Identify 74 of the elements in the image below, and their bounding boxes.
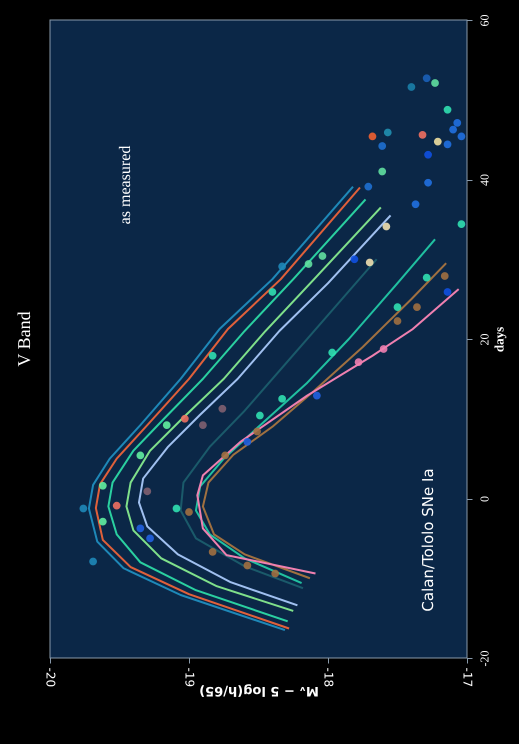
point (444, 288, 452, 296)
point (244, 438, 252, 446)
point (218, 404, 226, 413)
point (162, 421, 171, 429)
point (424, 178, 432, 187)
point (394, 317, 402, 325)
point (440, 272, 449, 280)
point (271, 570, 280, 578)
point (199, 421, 207, 429)
point (253, 428, 261, 436)
x-tick-label: -20 (44, 668, 58, 688)
point (422, 274, 431, 282)
point (422, 74, 431, 82)
point (350, 255, 358, 264)
point (434, 138, 442, 146)
point (268, 288, 276, 296)
point (136, 452, 144, 460)
point (244, 562, 252, 570)
point (453, 119, 462, 127)
point (368, 132, 376, 140)
point (431, 79, 439, 87)
point (458, 220, 466, 228)
x-tick-label: -17 (460, 668, 474, 688)
point (146, 534, 154, 542)
point (412, 200, 420, 208)
y-tick-label: 0 (478, 496, 492, 502)
point (408, 83, 416, 91)
y-axis-title: days (492, 326, 506, 352)
point (143, 487, 152, 496)
point (208, 352, 217, 360)
point (278, 394, 286, 403)
point (413, 303, 421, 311)
point (378, 142, 386, 150)
x-axis-title: Mᵥ − 5 log(h/65) (199, 683, 319, 698)
point (458, 132, 466, 140)
point (380, 345, 388, 353)
point (304, 260, 312, 268)
point (185, 508, 193, 516)
point (424, 150, 432, 159)
x-tick-label: -18 (322, 668, 336, 688)
point (364, 182, 372, 191)
point (354, 358, 362, 366)
point (208, 548, 217, 556)
point (384, 128, 392, 136)
y-tick-label: 60 (478, 14, 492, 26)
point (98, 482, 107, 490)
point (172, 504, 180, 512)
point (79, 504, 88, 512)
point (328, 348, 336, 356)
point (89, 558, 97, 566)
point (318, 252, 326, 260)
point (136, 524, 144, 532)
x-tick-label: -19 (182, 668, 196, 688)
y-tick-label: 20 (478, 334, 492, 346)
point (444, 106, 452, 114)
point (313, 392, 321, 400)
annotation: Calan/Tololo SNe Ia (419, 468, 437, 612)
point (382, 222, 390, 230)
point (366, 258, 374, 266)
point (112, 502, 121, 510)
point (444, 140, 452, 148)
annotation: as measured (117, 146, 134, 224)
point (278, 262, 286, 270)
text: V Band (14, 311, 34, 367)
point (378, 168, 386, 176)
point (449, 126, 457, 134)
y-tick-label: -20 (478, 650, 492, 666)
point (221, 452, 230, 460)
point (256, 412, 264, 420)
point (98, 518, 107, 526)
point (418, 130, 426, 139)
point (180, 414, 189, 423)
y-tick-label: 40 (478, 174, 492, 186)
point (394, 303, 402, 311)
